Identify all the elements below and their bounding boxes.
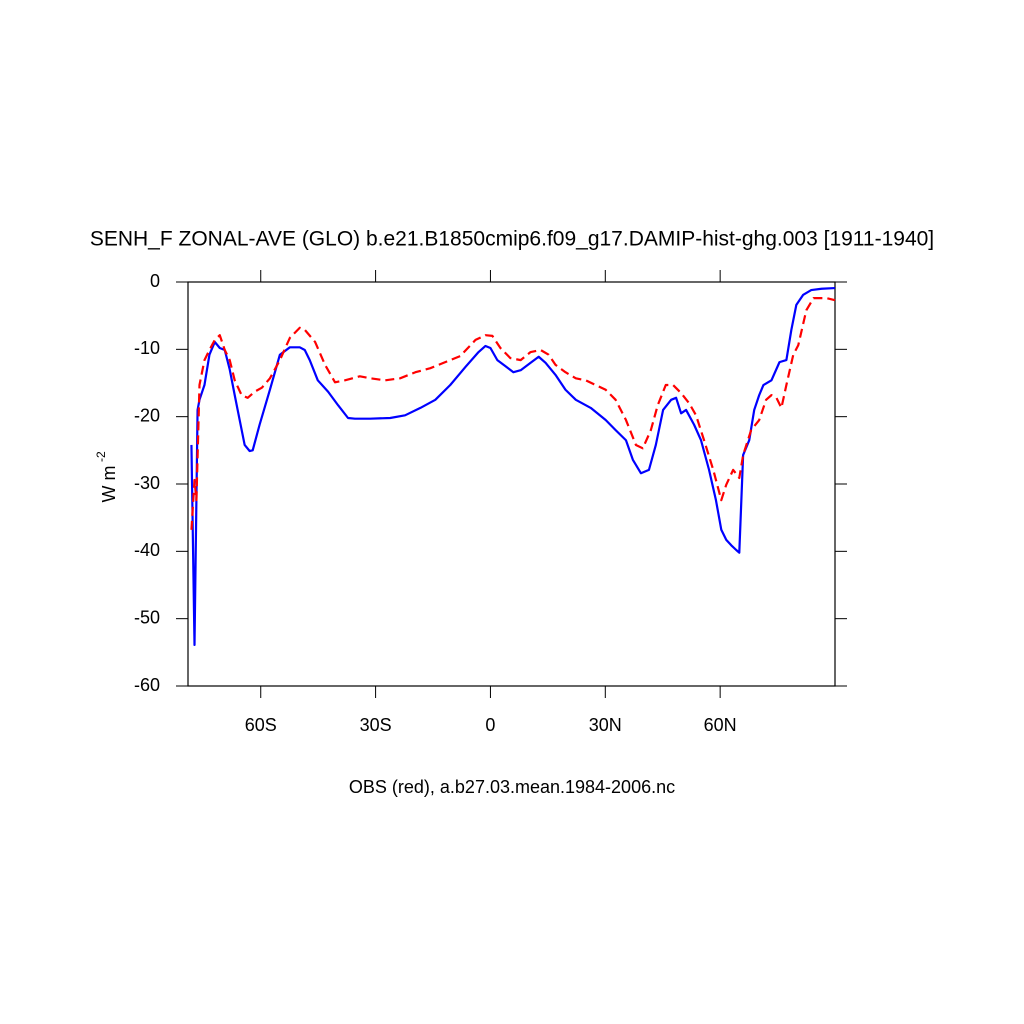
x-tick-label: 60S (245, 715, 277, 735)
plot-frame (187, 281, 836, 687)
y-axis-label: W m (99, 466, 119, 503)
y-axis-label-sup: -2 (94, 451, 108, 462)
x-tick-label: 60N (704, 715, 737, 735)
y-tick-label: -10 (134, 338, 160, 358)
series-line (190, 286, 836, 647)
chart-title: SENH_F ZONAL-AVE (GLO) b.e21.B1850cmip6.… (90, 228, 934, 251)
x-axis-label: OBS (red), a.b27.03.mean.1984-2006.nc (349, 777, 675, 797)
y-tick-label: -30 (134, 473, 160, 493)
series-line (190, 297, 836, 530)
x-tick-label: 30N (589, 715, 622, 735)
y-tick-label: 0 (150, 271, 160, 291)
y-axis-label-group: W m -2 (94, 451, 119, 502)
y-tick-label: -50 (134, 607, 160, 627)
y-tick-label: -20 (134, 405, 160, 425)
y-tick-label: -60 (134, 675, 160, 695)
x-tick-label: 0 (485, 715, 495, 735)
y-tick-label: -40 (134, 540, 160, 560)
x-tick-label: 30S (360, 715, 392, 735)
